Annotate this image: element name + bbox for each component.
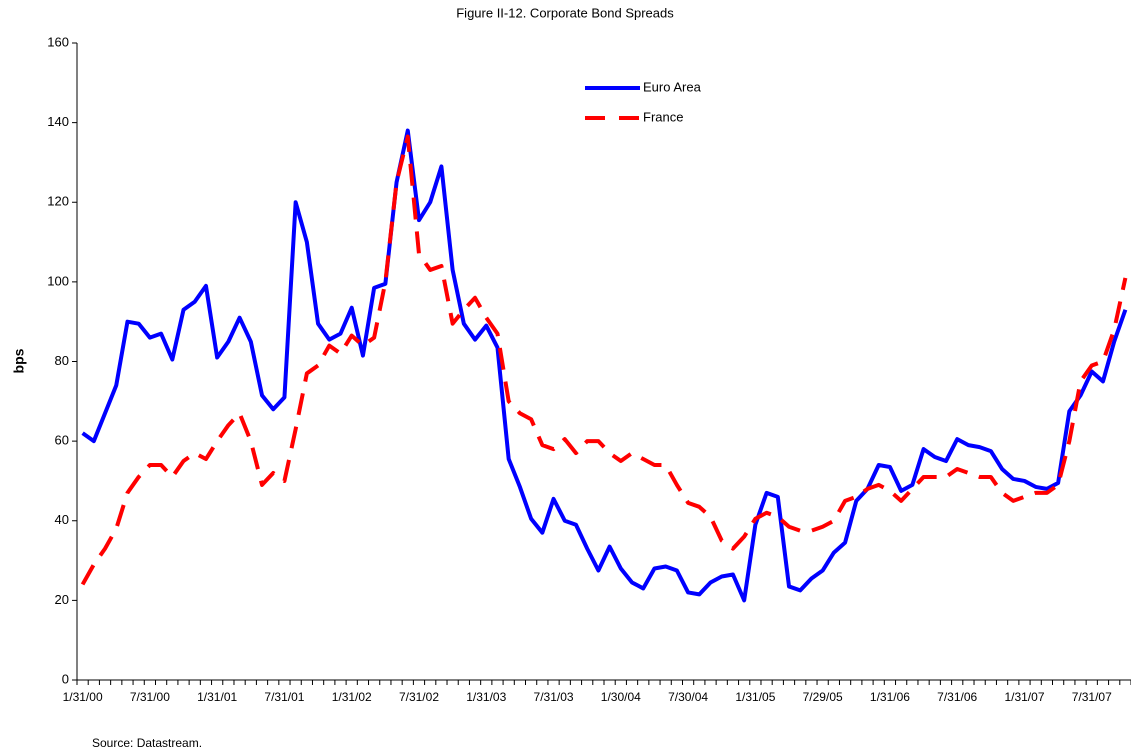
- y-axis-label: bps: [11, 348, 27, 373]
- x-tick-label: 7/31/07: [1072, 690, 1112, 704]
- y-tick-label: 160: [47, 34, 69, 49]
- y-tick-label: 120: [47, 194, 69, 209]
- series-line: [81, 128, 1128, 603]
- x-tick-label: 1/31/06: [870, 690, 910, 704]
- x-tick-label: 1/30/04: [601, 690, 641, 704]
- x-tick-label: 7/31/03: [534, 690, 574, 704]
- y-tick-label: 140: [47, 114, 69, 129]
- y-tick-label: 40: [55, 512, 69, 527]
- x-tick-label: 1/31/01: [197, 690, 237, 704]
- series-line: [80, 134, 1128, 586]
- y-tick-label: 0: [62, 671, 69, 686]
- x-tick-label: 1/31/05: [735, 690, 775, 704]
- y-tick-label: 80: [55, 353, 69, 368]
- y-tick-label: 60: [55, 433, 69, 448]
- source-note: Source: Datastream.: [92, 736, 202, 750]
- legend-label: Euro Area: [643, 79, 702, 94]
- x-tick-label: 7/31/06: [937, 690, 977, 704]
- x-tick-label: 7/29/05: [803, 690, 843, 704]
- x-tick-label: 7/30/04: [668, 690, 708, 704]
- legend-label: France: [643, 109, 683, 124]
- x-tick-label: 7/31/01: [264, 690, 304, 704]
- x-tick-label: 1/31/02: [332, 690, 372, 704]
- x-tick-label: 7/31/00: [130, 690, 170, 704]
- x-tick-label: 7/31/02: [399, 690, 439, 704]
- chart-title: Figure II-12. Corporate Bond Spreads: [456, 5, 674, 20]
- x-tick-label: 1/31/03: [466, 690, 506, 704]
- x-tick-label: 1/31/07: [1004, 690, 1044, 704]
- x-tick-label: 1/31/00: [63, 690, 103, 704]
- y-tick-label: 100: [47, 273, 69, 288]
- y-tick-label: 20: [55, 592, 69, 607]
